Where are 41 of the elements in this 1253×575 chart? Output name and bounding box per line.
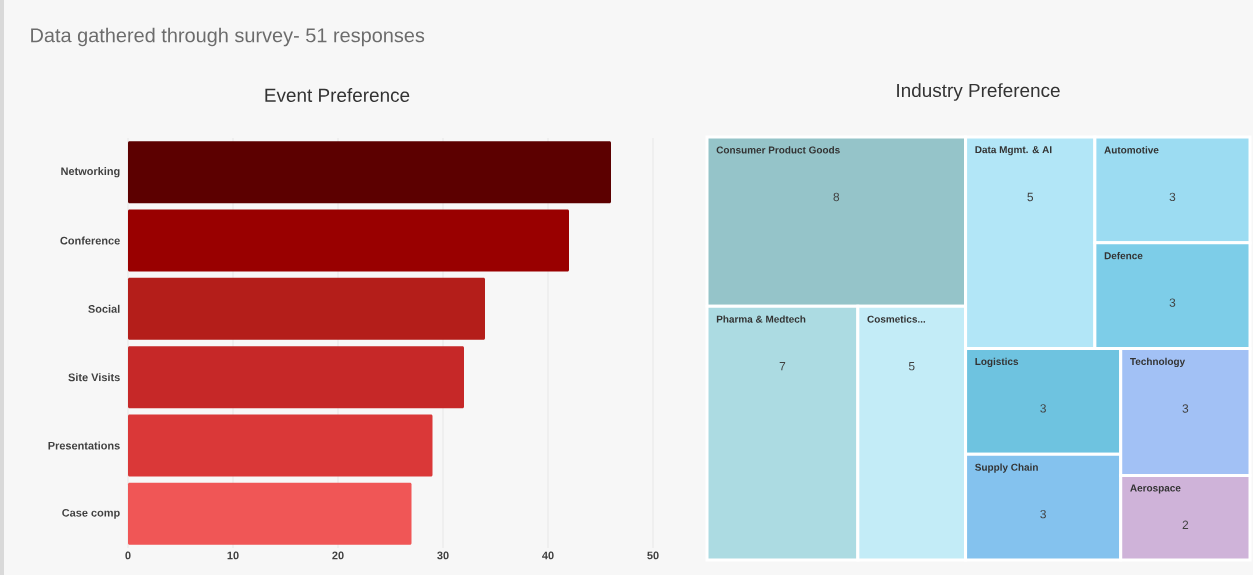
y-tick-label: Site Visits [68, 373, 120, 382]
category-label: Logistics [975, 357, 1019, 368]
data-label: 2 [1182, 520, 1189, 529]
category-label: Consumer Product Goods [716, 146, 840, 154]
bar [128, 346, 464, 409]
category-label: Aerospace [1130, 484, 1181, 494]
y-tick-label: Social [88, 304, 120, 313]
category-label: Data Mgmt. & AI [975, 146, 1052, 156]
data-label: 7 [779, 362, 786, 371]
x-tick-label: 30 [437, 551, 449, 560]
data-label: 3 [1169, 298, 1176, 307]
y-tick-label: Conference [60, 236, 120, 245]
x-tick-label: 40 [542, 551, 554, 560]
y-tick-label: Networking [61, 167, 120, 178]
bar [128, 414, 433, 477]
text: Data gathered through survey- 51 responses [31, 27, 425, 47]
y-tick-label: Case comp [62, 508, 120, 519]
data-label: 3 [1169, 192, 1176, 202]
category-label: Automotive [1104, 146, 1159, 154]
bar [128, 209, 569, 272]
chart-title: Event Preference [265, 88, 410, 102]
y-tick-label: Presentations [48, 441, 120, 450]
data-label: 3 [1182, 404, 1189, 413]
x-tick-label: 10 [227, 551, 239, 560]
category-label: Supply Chain [975, 463, 1038, 473]
data-label: 3 [1040, 404, 1046, 413]
data-label: 8 [833, 192, 840, 202]
category-label: Defence [1104, 251, 1143, 260]
x-tick-label: 50 [647, 551, 659, 560]
data-label: 3 [1040, 509, 1046, 519]
bar [128, 482, 412, 545]
bar [128, 141, 611, 204]
bar [128, 277, 485, 340]
x-tick-label: 0 [125, 551, 131, 560]
x-tick-label: 20 [332, 551, 344, 560]
data-label: 5 [1027, 192, 1034, 202]
data-label: 5 [908, 362, 915, 371]
category-label: Cosmetics... [867, 315, 926, 323]
category-label: Technology [1130, 357, 1186, 368]
category-label: Pharma & Medtech [716, 315, 806, 323]
text: Industry Preference [897, 83, 1060, 101]
